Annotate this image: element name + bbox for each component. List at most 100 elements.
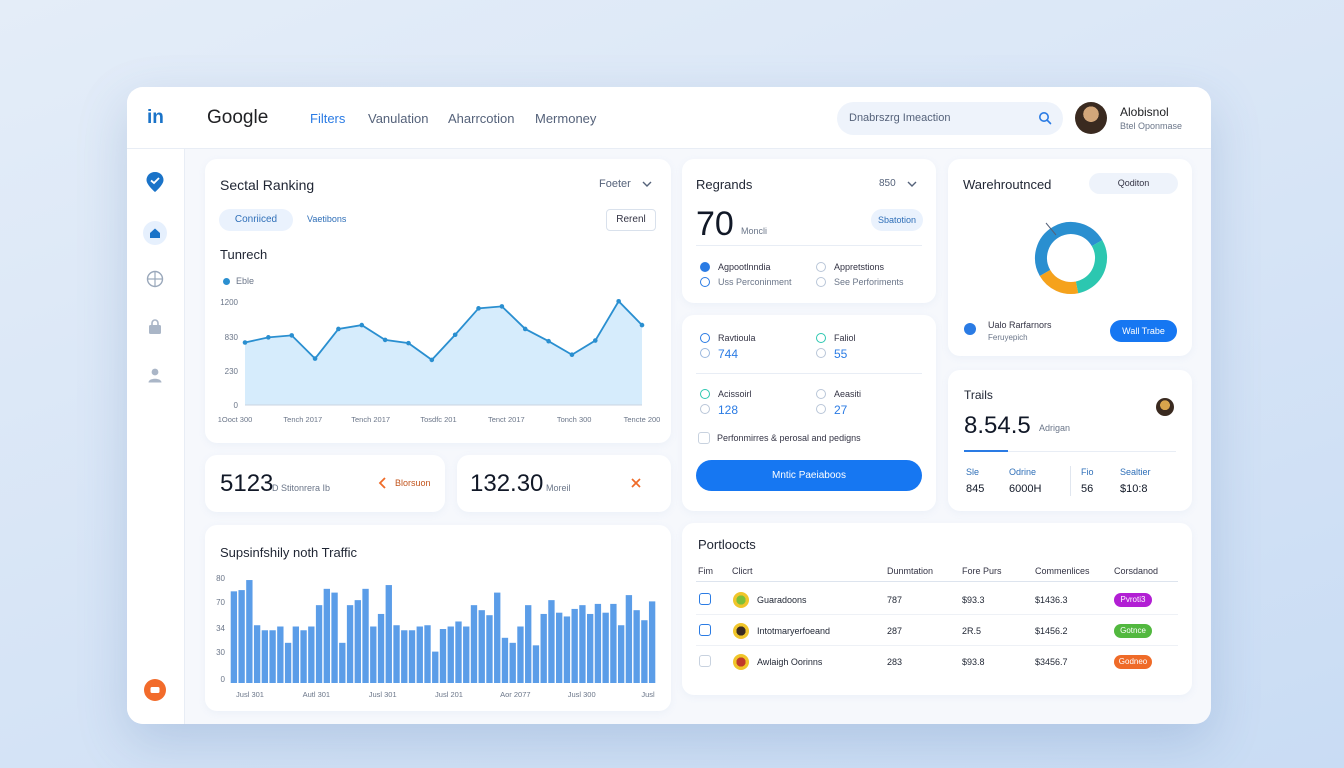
data-point <box>382 337 388 343</box>
bar <box>540 613 547 683</box>
ranking-subtitle: Tunrech <box>220 247 268 262</box>
notification-icon[interactable] <box>144 679 166 701</box>
chip-conriiced[interactable]: Conriiced <box>219 209 293 231</box>
user-icon[interactable] <box>143 363 167 387</box>
row-checkbox[interactable] <box>699 624 711 636</box>
divider <box>964 451 1176 452</box>
line-series <box>244 299 643 362</box>
divider <box>696 245 922 246</box>
row-avatar <box>733 654 749 670</box>
data-point <box>312 356 318 361</box>
nav-aharrcotion[interactable]: Aharrcotion <box>448 111 515 126</box>
portfolio-card: Portloocts Fim Clicrt Dunmtation Fore Pu… <box>682 523 1192 695</box>
table-row[interactable]: Guaradoons 787 $93.3 $1436.3 Pvroti3 <box>696 585 1178 615</box>
row-value: $93.8 <box>962 657 985 667</box>
table-header-cell: Commenlices <box>1035 566 1090 576</box>
ranking-filter-label[interactable]: Foeter <box>599 178 631 190</box>
metric-1-dot <box>700 333 710 343</box>
search-icon[interactable] <box>1038 111 1052 125</box>
trails-stat-value: $10:8 <box>1120 483 1148 495</box>
location-pin-icon[interactable] <box>143 170 167 194</box>
metric-3-dot <box>700 389 710 399</box>
warehouse-button[interactable]: Wall Trabe <box>1110 320 1177 342</box>
stat-1-action[interactable]: Blorsuon <box>395 478 431 488</box>
bar <box>416 626 423 683</box>
trails-stat-label: Odrine <box>1009 467 1037 477</box>
reset-button[interactable]: Rerenl <box>606 209 656 231</box>
bar <box>393 625 400 683</box>
performance-checkbox[interactable] <box>698 432 710 444</box>
row-value: 283 <box>887 657 903 667</box>
regrands-row1-a: Agpootlnndia <box>718 262 771 272</box>
metric-4-value: 27 <box>834 403 848 417</box>
warehouse-title: Warehroutnced <box>963 177 1052 192</box>
chevron-down-icon[interactable] <box>642 180 652 188</box>
chevron-left-icon[interactable] <box>377 476 387 490</box>
bar <box>292 626 300 683</box>
radio-uss-perconinment[interactable] <box>700 277 710 287</box>
row-avatar <box>733 623 749 639</box>
close-icon[interactable] <box>630 477 642 489</box>
table-row[interactable]: Awlaigh Oorinns 283 $93.8 $3456.7 Godneo <box>696 647 1178 677</box>
avatar[interactable] <box>1156 398 1174 416</box>
row-value: $93.3 <box>962 595 985 605</box>
regrands-status[interactable]: Sbatotion <box>871 209 923 231</box>
radio-agpootlnndia[interactable] <box>700 262 710 272</box>
linkedin-logo[interactable]: in <box>147 107 164 128</box>
metrics-primary-button[interactable]: Mntic Paeiaboos <box>696 460 922 491</box>
data-point <box>336 326 341 332</box>
regrands-title: Regrands <box>696 177 753 192</box>
radio-see-perforiments[interactable] <box>816 277 826 287</box>
trails-stat-value: 56 <box>1081 483 1094 495</box>
trails-stat-label: Sealtier <box>1120 467 1151 477</box>
row-checkbox[interactable] <box>699 593 711 605</box>
data-point <box>266 335 271 340</box>
bar <box>439 629 447 683</box>
nav-filters[interactable]: Filters <box>310 111 346 126</box>
row-checkbox[interactable] <box>699 655 711 667</box>
nav-vanulation[interactable]: Vanulation <box>368 111 429 126</box>
warehouse-dropdown[interactable]: Qoditon <box>1089 173 1178 194</box>
ranking-card: Sectal Ranking Foeter Conriiced Vaetibon… <box>205 159 671 443</box>
bar <box>455 621 462 683</box>
search-input[interactable]: Dnabrszrg Imeaction <box>837 102 1063 135</box>
donut-slice <box>1035 222 1107 294</box>
stat-2-value: 132.30 <box>470 470 544 497</box>
y-tick-label: 80 <box>216 574 225 583</box>
metric-3-label: Acissoirl <box>718 389 752 399</box>
chip-vaetibons[interactable]: Vaetibons <box>307 214 347 224</box>
trails-value-sub: Adrigan <box>1039 423 1071 433</box>
trails-stat-value: 845 <box>966 483 985 495</box>
bar <box>571 608 578 683</box>
bar <box>385 585 392 683</box>
row-value: $3456.7 <box>1035 657 1068 667</box>
bar <box>346 605 354 683</box>
metric-2-value: 55 <box>834 347 848 361</box>
nav-mermoney[interactable]: Mermoney <box>535 111 597 126</box>
row-value: 787 <box>887 595 903 605</box>
data-point <box>406 340 411 346</box>
lock-icon[interactable] <box>143 315 167 339</box>
x-tick-label: Jusl <box>641 690 655 699</box>
brand-title[interactable]: Google <box>207 107 269 128</box>
user-name: Alobisnol <box>1120 105 1169 119</box>
bar <box>284 642 292 683</box>
x-tick-label: Jusl 301 <box>236 690 264 699</box>
chevron-down-icon[interactable] <box>907 180 917 188</box>
bar <box>633 610 640 683</box>
warehouse-dropdown-label: Qoditon <box>1117 178 1150 188</box>
metrics-card: Ravtioula 744 Faliol 55 Acissoirl 128 Ae… <box>682 315 936 511</box>
globe-icon[interactable] <box>143 267 167 291</box>
avatar[interactable] <box>1075 102 1107 134</box>
bar <box>424 625 431 683</box>
table-row[interactable]: Intotmaryerfoeand 287 2R.5 $1456.2 Gotnc… <box>696 616 1178 646</box>
regrands-period[interactable]: 850 <box>879 178 896 189</box>
home-icon[interactable] <box>143 221 167 245</box>
bar <box>610 603 617 683</box>
radio-appretstions[interactable] <box>816 262 826 272</box>
data-point <box>522 326 528 332</box>
y-tick-label: 34 <box>216 624 225 633</box>
area-fill <box>245 301 642 405</box>
bar <box>401 630 408 683</box>
bar <box>315 605 323 683</box>
